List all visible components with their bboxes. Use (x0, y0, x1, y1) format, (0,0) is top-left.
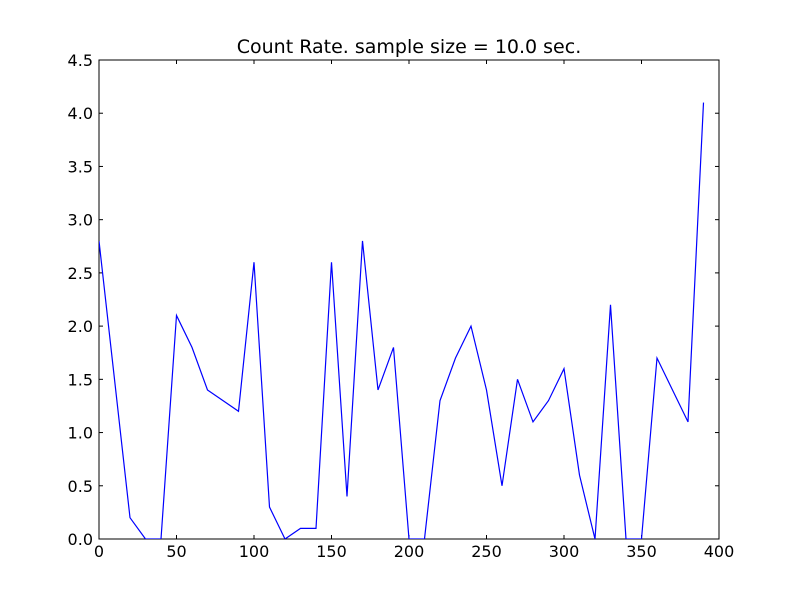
y-tick-label: 3.5 (68, 157, 93, 176)
y-tick-label: 4.0 (68, 104, 93, 123)
plot-area (98, 59, 720, 540)
y-tick-label: 1.0 (68, 424, 93, 443)
x-axis: 0 50 100 150 200 250 300 350 400 (94, 60, 734, 561)
x-tick-label: 350 (626, 542, 657, 561)
x-tick-label: 100 (239, 542, 270, 561)
y-tick-label: 3.0 (68, 211, 93, 230)
x-tick-label: 250 (471, 542, 502, 561)
y-tick-label: 2.5 (68, 264, 93, 283)
x-tick-label: 200 (394, 542, 425, 561)
series-line-0 (99, 102, 705, 539)
y-tick-label: 0.5 (68, 477, 93, 496)
x-tick-label: 50 (166, 542, 186, 561)
y-tick-label: 2.0 (68, 317, 93, 336)
series-layer (99, 102, 705, 539)
x-tick-label: 150 (316, 542, 347, 561)
chart-title: Count Rate. sample size = 10.0 sec. (237, 36, 582, 58)
x-tick-label: 0 (94, 542, 104, 561)
x-tick-label: 400 (704, 542, 735, 561)
y-tick-label: 4.5 (68, 51, 93, 70)
x-tick-label: 300 (549, 542, 580, 561)
y-tick-label: 0.0 (68, 530, 93, 549)
y-axis: 0.0 0.5 1.0 1.5 2.0 2.5 3.0 3.5 4.0 4.5 (68, 51, 719, 549)
y-tick-label: 1.5 (68, 370, 93, 389)
